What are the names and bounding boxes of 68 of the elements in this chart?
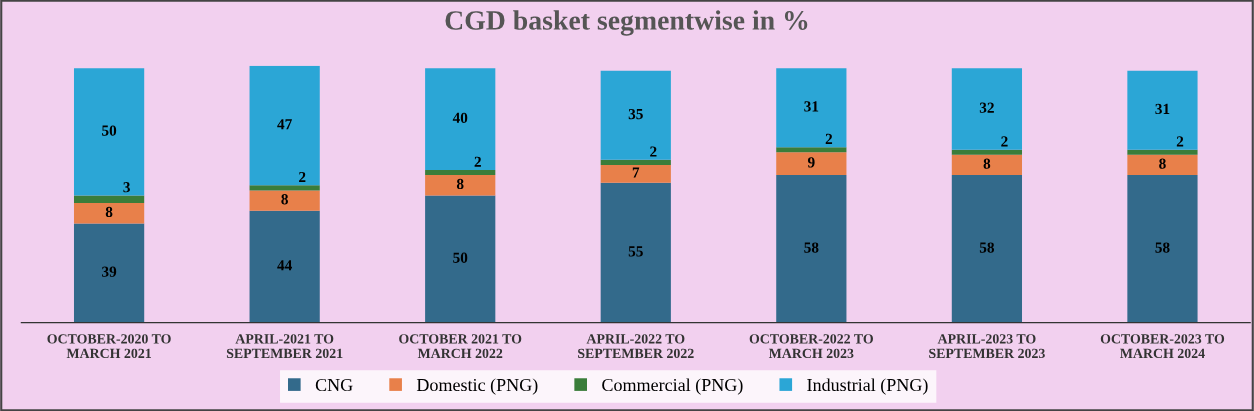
bar [425,170,496,176]
bar [73,203,145,224]
bar [776,175,847,323]
data-label: 58 [804,242,819,253]
data-label: 55 [628,246,643,257]
data-label: 7 [632,167,640,178]
bar [249,65,320,186]
bar [951,149,1023,155]
data-label: 50 [453,252,468,263]
data-label: 58 [1155,242,1170,253]
data-label: 8 [1159,158,1166,169]
data-label: 2 [299,171,306,183]
bar [249,185,320,191]
x-tick-label: APRIL-2023 TO SEPTEMBER 2023 [929,334,1045,359]
bar [1127,154,1198,176]
bar [600,159,671,165]
data-label: 32 [979,102,994,113]
bar [600,70,671,160]
bar [249,190,320,211]
x-tick-label: OCTOBER-2020 TO MARCH 2021 [47,334,171,359]
data-label: 47 [277,119,292,130]
bar [600,164,671,183]
bar [776,152,847,176]
x-tick-label: APRIL-2022 TO SEPTEMBER 2022 [578,334,694,359]
data-label: 2 [1001,136,1008,147]
bar [249,210,320,323]
data-label: 50 [102,125,117,136]
bar [73,195,145,204]
data-label: 40 [452,112,468,123]
x-tick-label: OCTOBER-2023 TO MARCH 2024 [1100,334,1225,359]
bar [425,175,496,196]
data-label: 2 [474,156,481,167]
data-label: 8 [105,206,113,218]
data-label: 31 [1155,103,1170,115]
bar [776,147,847,153]
data-label: 2 [650,146,657,157]
data-label: 8 [456,178,464,190]
data-label: 58 [979,242,995,253]
data-label: 8 [281,194,288,205]
bar [776,68,847,148]
x-tick-label: APRIL-2021 TO SEPTEMBER 2021 [226,334,343,359]
data-label: 44 [277,260,293,271]
bar [425,68,496,171]
bar [1127,149,1198,155]
legend-label: Commercial (PNG) [602,378,743,395]
x-tick-label: OCTOBER-2022 TO MARCH 2023 [749,334,873,359]
data-label: 9 [807,157,815,168]
chart-title: CGD basket segmentwise in % [445,10,808,36]
bar [425,195,496,323]
legend-label: Domestic (PNG) [416,378,538,395]
bar [951,175,1023,323]
data-label: 8 [983,158,991,169]
data-label: 2 [825,133,833,144]
bar [1127,175,1198,323]
bar [73,68,145,196]
bar [1127,70,1198,150]
data-label: 2 [1176,136,1184,147]
legend-label: CNG [315,378,353,392]
bar [600,182,671,323]
data-label: 39 [102,266,117,277]
data-label: 31 [804,101,819,112]
bar [951,154,1023,176]
bar [73,223,145,323]
data-label: 35 [628,108,643,120]
legend-label: Industrial (PNG) [807,378,928,395]
data-label: 3 [123,182,130,193]
bar [951,68,1023,150]
x-tick-label: OCTOBER 2021 TO MARCH 2022 [399,334,522,359]
